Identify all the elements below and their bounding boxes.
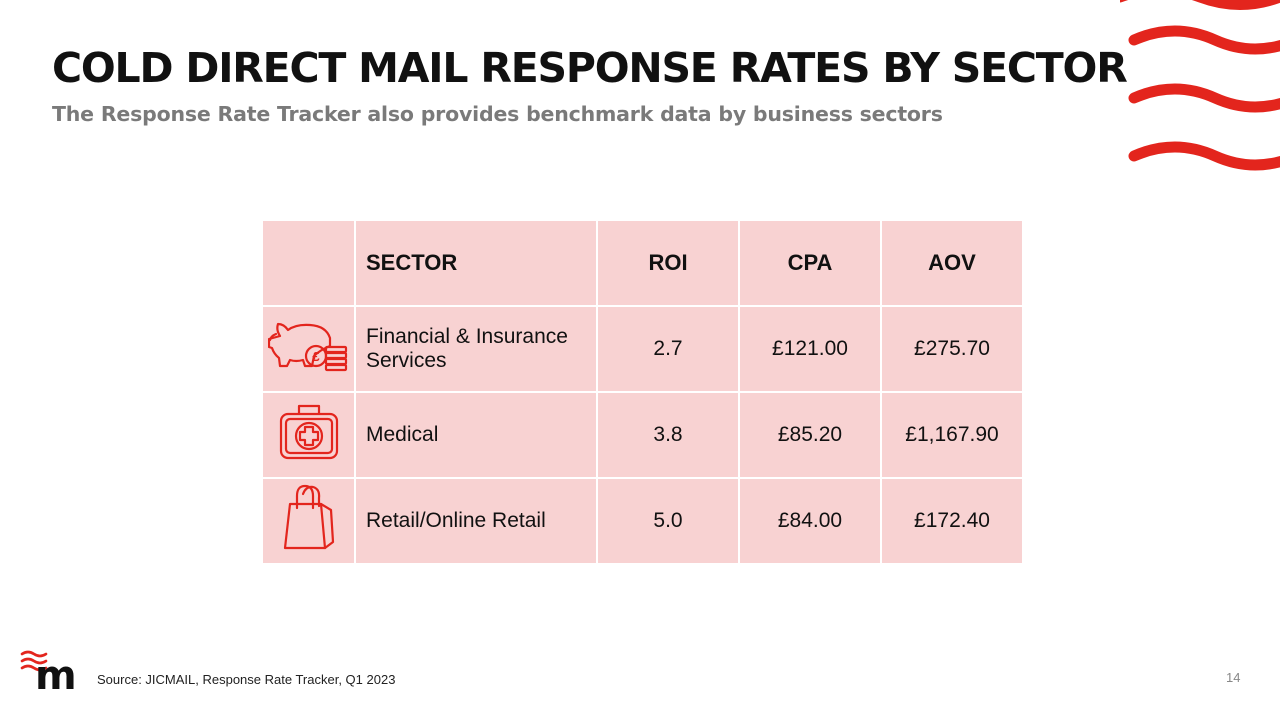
- sector-benchmark-table: SECTOR ROI CPA AOV £ Financial & Insuran…: [261, 219, 1024, 565]
- slide-subtitle: The Response Rate Tracker also provides …: [52, 102, 943, 126]
- roi-value: 2.7: [596, 305, 740, 393]
- sector-name: Financial & Insurance Services: [354, 305, 598, 393]
- cpa-value: £84.00: [738, 477, 882, 565]
- medical-kit-icon: [277, 400, 341, 470]
- svg-text:£: £: [312, 349, 320, 364]
- page-number: 14: [1226, 670, 1241, 685]
- table-header-row: SECTOR ROI CPA AOV: [261, 219, 1024, 307]
- slide-title: COLD DIRECT MAIL RESPONSE RATES BY SECTO…: [52, 44, 1128, 92]
- sector-name: Medical: [354, 391, 598, 479]
- header-icon-cell: [261, 219, 356, 307]
- header-aov: AOV: [880, 219, 1024, 307]
- source-note: Source: JICMAIL, Response Rate Tracker, …: [97, 672, 396, 687]
- roi-value: 5.0: [596, 477, 740, 565]
- header-roi: ROI: [596, 219, 740, 307]
- aov-value: £172.40: [880, 477, 1024, 565]
- piggy-bank-coins-icon: £: [267, 318, 350, 380]
- cpa-value: £85.20: [738, 391, 882, 479]
- svg-text:m: m: [35, 653, 77, 692]
- table-row: Medical 3.8 £85.20 £1,167.90: [261, 391, 1024, 479]
- table-row: Retail/Online Retail 5.0 £84.00 £172.40: [261, 477, 1024, 565]
- decorative-waves: [1120, 0, 1280, 171]
- table-row: £ Financial & Insurance Services 2.7 £12…: [261, 305, 1024, 393]
- roi-value: 3.8: [596, 391, 740, 479]
- header-sector: SECTOR: [354, 219, 598, 307]
- aov-value: £275.70: [880, 305, 1024, 393]
- cpa-value: £121.00: [738, 305, 882, 393]
- aov-value: £1,167.90: [880, 391, 1024, 479]
- jicmail-logo: m: [20, 650, 77, 692]
- header-cpa: CPA: [738, 219, 882, 307]
- sector-name: Retail/Online Retail: [354, 477, 598, 565]
- shopping-bag-icon: [283, 484, 335, 558]
